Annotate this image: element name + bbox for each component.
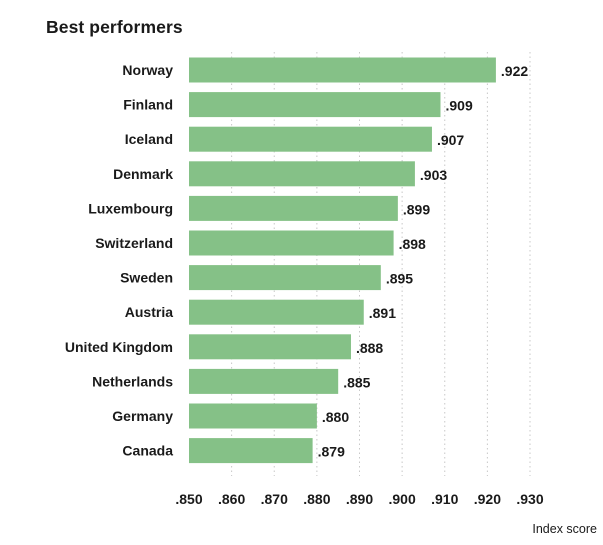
x-tick-label: .890 — [346, 491, 373, 507]
bar — [189, 368, 339, 394]
category-label: Austria — [125, 304, 173, 320]
value-label-layer: .922 .909 .907 .903 .899 .898 .895 .891 .888 .885… — [318, 63, 529, 460]
value-label: .880 — [322, 409, 349, 425]
bar — [189, 161, 415, 187]
x-tick-label: .850 — [175, 491, 202, 507]
value-label: .885 — [343, 374, 370, 390]
value-label: .903 — [420, 167, 447, 183]
x-tick-label: .900 — [389, 491, 416, 507]
value-label: .879 — [318, 444, 345, 460]
bar — [189, 195, 398, 221]
bar — [189, 126, 432, 152]
bar — [189, 403, 317, 429]
category-label: Finland — [123, 97, 173, 113]
bar-layer — [189, 57, 496, 464]
x-tick-label: .910 — [431, 491, 458, 507]
bar — [189, 334, 351, 360]
bar — [189, 230, 394, 256]
category-label: Luxembourg — [88, 200, 173, 216]
category-label-layer: Norway Finland Iceland Denmark Luxembourg Swi… — [65, 62, 173, 459]
value-label: .895 — [386, 271, 413, 287]
bar — [189, 92, 441, 118]
bar — [189, 438, 313, 464]
category-label: Netherlands — [92, 373, 173, 389]
value-label: .888 — [356, 340, 383, 356]
value-label: .891 — [369, 305, 396, 321]
category-label: Canada — [122, 443, 173, 459]
x-tick-label: .930 — [516, 491, 543, 507]
x-tick-label: .880 — [303, 491, 330, 507]
x-tick-label: .860 — [218, 491, 245, 507]
category-label: Denmark — [113, 166, 173, 182]
x-tick-label: .870 — [261, 491, 288, 507]
x-tick-label: .920 — [474, 491, 501, 507]
grid-layer — [231, 52, 531, 476]
chart-title: Best performers — [46, 17, 183, 37]
bar — [189, 57, 496, 83]
value-label: .909 — [445, 98, 472, 114]
category-label: Switzerland — [95, 235, 173, 251]
value-label: .922 — [501, 63, 528, 79]
category-label: Germany — [112, 408, 173, 424]
bar — [189, 265, 381, 291]
category-label: Sweden — [120, 270, 173, 286]
category-label: United Kingdom — [65, 339, 173, 355]
value-label: .898 — [399, 236, 426, 252]
category-label: Norway — [122, 62, 173, 78]
category-label: Iceland — [125, 131, 173, 147]
value-label: .907 — [437, 132, 464, 148]
bar — [189, 299, 364, 325]
value-label: .899 — [403, 201, 430, 217]
x-axis-label: Index score — [532, 522, 597, 536]
tick-label-layer: .850 .860 .870 .880 .890 .900 .910 .920 .930 — [175, 491, 543, 507]
